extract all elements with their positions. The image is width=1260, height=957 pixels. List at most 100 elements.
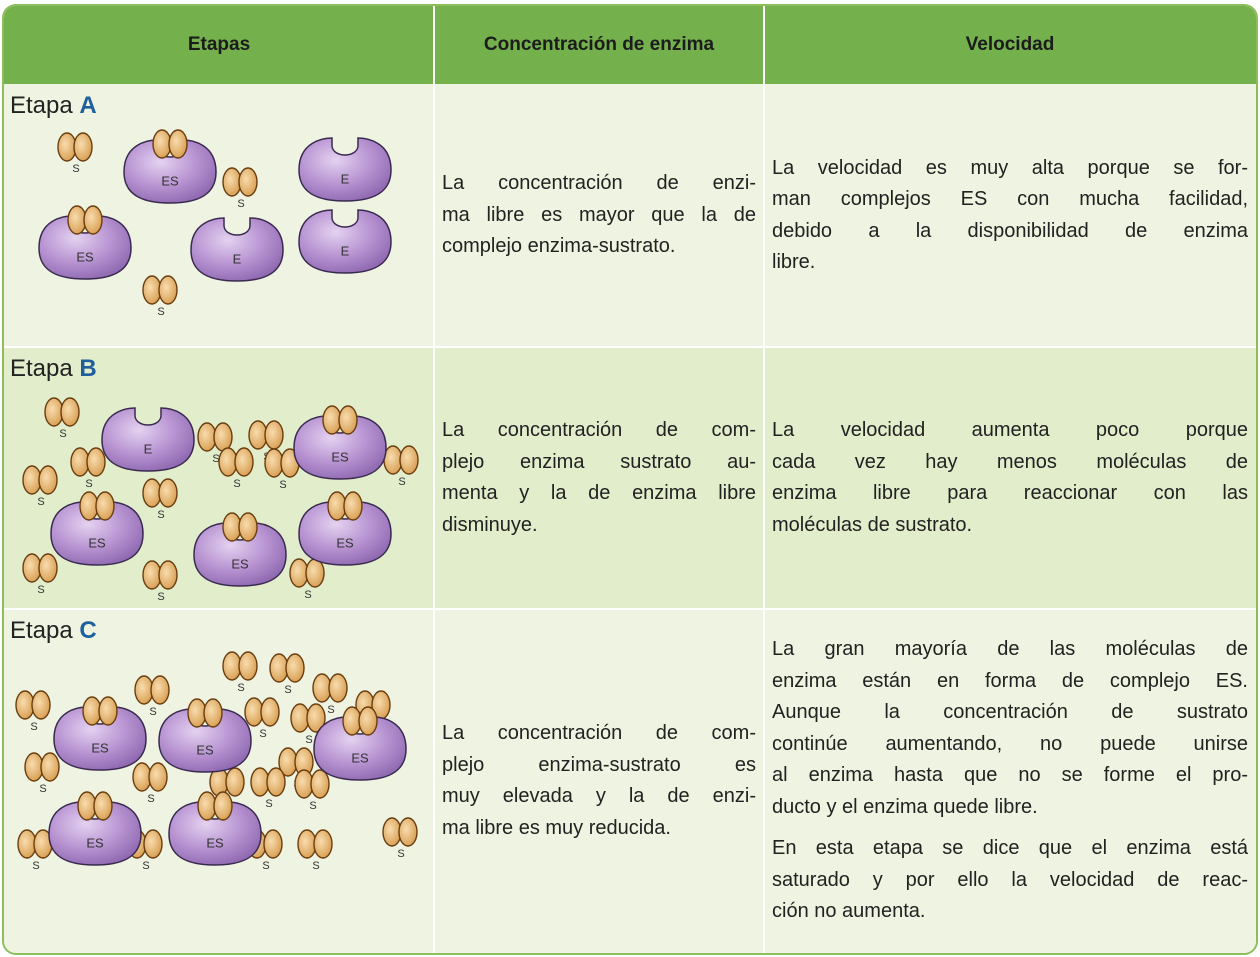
substrate-lobe [22, 465, 42, 495]
row-divider [4, 608, 1256, 610]
concentration-cell: La concentración de com-plejo enzima sus… [434, 347, 764, 609]
substrate-label: S [262, 860, 269, 872]
substrate: S [15, 690, 51, 733]
substrate: S [222, 651, 258, 694]
substrate-lobe [285, 653, 305, 683]
substrate-lobe [44, 397, 64, 427]
bound-substrate [187, 698, 223, 728]
text-line: enzima están en forma de complejo ES. [772, 669, 1248, 692]
bound-substrate [197, 791, 233, 821]
enzyme-label: ES [336, 535, 354, 550]
substrate-label: S [37, 496, 44, 508]
enzyme-label: ES [161, 173, 179, 188]
text-line: La concentración de com- [442, 722, 756, 744]
enzyme-label: ES [351, 750, 369, 765]
text-line: ma libre es muy reducida. [442, 816, 671, 839]
text-line: cada vez hay menos moléculas de [772, 450, 1248, 473]
substrate-lobe [60, 397, 80, 427]
enzyme: ES [168, 791, 262, 866]
text-line: plejo enzima-sustrato es [442, 753, 756, 776]
substrate-label: S [265, 798, 272, 810]
substrate-lobe [22, 553, 42, 583]
substrate-label: S [305, 734, 312, 746]
enzyme: ES [158, 698, 252, 773]
bound-substrate [67, 205, 103, 235]
substrate: S [382, 817, 418, 860]
substrate-lobe [328, 673, 348, 703]
velocity-cell: La velocidad es muy alta porque se for-m… [764, 84, 1256, 347]
substrate: S [312, 673, 348, 716]
text-line: saturado y por ello la velocidad de reac… [772, 868, 1248, 891]
substrate: S [269, 653, 305, 696]
row-divider [4, 346, 1256, 348]
substrate: S [383, 445, 419, 488]
text-line: La velocidad aumenta poco porque [772, 419, 1248, 441]
stage-word: Etapa [10, 355, 73, 382]
enzyme: ES [48, 791, 142, 866]
substrate-label: S [398, 476, 405, 488]
enzyme-body [298, 209, 392, 274]
header-cell: Etapas [4, 6, 434, 84]
substrate: S [289, 558, 325, 601]
text-line: ma libre es mayor que la de [442, 203, 756, 226]
column-divider [763, 6, 765, 953]
substrate-lobe [31, 690, 51, 720]
substrate-label: S [72, 163, 79, 175]
paragraph: La velocidad aumenta poco porque cada vez… [772, 415, 1248, 541]
text-line: enzima libre para reaccionar con las [772, 482, 1248, 504]
substrate-label: S [157, 306, 164, 318]
substrate-label: S [142, 860, 149, 872]
enzyme-label: E [341, 171, 350, 186]
substrate: S [17, 829, 53, 872]
text-line: complejo enzima-sustrato. [442, 235, 676, 258]
substrate: S [264, 448, 300, 491]
text-line: libre. [772, 251, 816, 273]
substrate-lobe [338, 405, 358, 435]
enzyme-body [101, 407, 195, 472]
concentration-cell: La concentración de com-plejo enzima-sus… [434, 609, 764, 953]
substrate-lobe [358, 706, 378, 736]
substrate-label: S [149, 706, 156, 718]
substrate-lobe [158, 478, 178, 508]
enzyme: ES [53, 696, 147, 771]
substrate-lobe [250, 767, 270, 797]
substrate-label: S [284, 684, 291, 696]
substrate-lobe [95, 491, 115, 521]
stage-title: Etapa A [10, 92, 97, 120]
substrate-lobe [238, 651, 258, 681]
substrate: S [22, 553, 58, 596]
substrate-lobe [382, 817, 402, 847]
header-cell: Velocidad [764, 6, 1256, 84]
substrate-label: S [304, 589, 311, 601]
text-line: al enzima hasta que no se forme el pro- [772, 764, 1248, 787]
text-line: La velocidad es muy alta porque se for- [772, 156, 1248, 179]
enzyme: ES [38, 205, 132, 280]
substrate-label: S [237, 682, 244, 694]
text-line: ducto y el enzima quede libre. [772, 795, 1038, 818]
substrate-lobe [38, 465, 58, 495]
stage-letter: C [79, 617, 97, 644]
substrate-lobe [238, 167, 258, 197]
substrate-lobe [83, 205, 103, 235]
substrate-label: S [30, 721, 37, 733]
enzyme-label: E [144, 441, 153, 456]
substrate-lobe [322, 405, 342, 435]
enzyme-label: ES [231, 556, 249, 571]
bound-substrate [79, 491, 115, 521]
column-divider [433, 6, 435, 953]
text-line: ción no aumenta. [772, 900, 926, 923]
substrate-lobe [150, 675, 170, 705]
enzyme-label: ES [331, 449, 349, 464]
text-line: La gran mayoría de las moléculas de [772, 638, 1248, 661]
substrate-label: S [312, 860, 319, 872]
substrate-lobe [213, 422, 233, 452]
enzyme-label: ES [76, 249, 94, 264]
enzyme: ES [293, 405, 387, 480]
substrate-lobe [38, 553, 58, 583]
substrate-label: S [85, 478, 92, 490]
substrate-label: S [327, 704, 334, 716]
substrate: S [22, 465, 58, 508]
paragraph: La gran mayoría de las moléculas de enzim… [772, 634, 1248, 823]
text-line: moléculas de sustrato. [772, 513, 973, 536]
